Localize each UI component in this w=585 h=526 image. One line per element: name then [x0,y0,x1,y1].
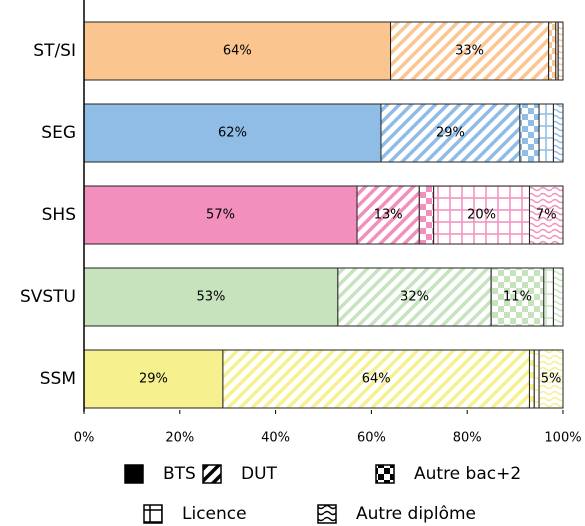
bar-segment [222,349,530,409]
bar-segment [83,21,392,81]
x-tick-label: 100% [544,431,581,446]
x-tick-label: 0% [74,431,95,446]
bar-segment [528,349,535,409]
legend-label: Autre bac+2 [414,464,521,484]
value-label: 29% [139,372,168,387]
bar-segment [83,349,224,409]
x-tick-label: 80% [453,431,482,446]
legend-swatch [317,504,337,524]
legend-label: Licence [182,504,247,524]
category-label: ST/SI [33,41,76,61]
bar-segment [519,103,540,163]
value-label: 13% [374,208,403,223]
value-label: 32% [400,290,429,305]
value-label: 11% [503,290,532,305]
bar-segment [83,185,358,245]
bar-segment [490,267,545,327]
bar-segment [390,21,550,81]
value-label: 29% [436,126,465,141]
value-label: 53% [196,290,225,305]
bar-segment [337,267,492,327]
bar-segment [538,103,554,163]
bar-segment [538,349,564,409]
category-label: SHS [42,205,76,225]
bar-segment [83,267,339,327]
bar-segment [557,21,564,81]
bar-segment [548,21,557,81]
value-label: 64% [362,372,391,387]
bar-segment [533,349,540,409]
bar-segment [418,185,435,245]
bar-segment [356,185,420,245]
legend-label: Autre diplôme [356,504,476,524]
value-label: 64% [223,44,252,59]
bar-segment [433,185,530,245]
category-label: SEG [41,123,76,143]
legend-label: DUT [241,464,278,484]
value-label: 57% [206,208,235,223]
bar-segment [543,267,554,327]
bar-segment [552,267,564,327]
legend-swatch [202,464,222,484]
legend-swatch [143,504,163,524]
x-tick-label: 40% [261,431,290,446]
bar-segment [528,185,564,245]
value-label: 20% [467,208,496,223]
value-label: 62% [218,126,247,141]
x-tick-label: 60% [357,431,386,446]
legend-label: BTS [163,464,196,484]
category-label: SSM [40,369,76,389]
value-label: 5% [541,372,562,387]
legend-swatch [124,464,144,484]
legend-swatch [375,464,395,484]
x-tick-label: 20% [165,431,194,446]
bar-segment [552,103,564,163]
value-label: 7% [536,208,557,223]
value-label: 33% [455,44,484,59]
category-label: SVSTU [20,287,76,307]
